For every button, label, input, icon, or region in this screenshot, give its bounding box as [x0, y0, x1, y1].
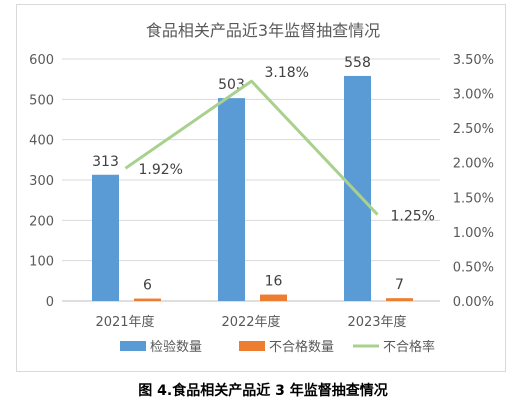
bar: [134, 298, 161, 301]
bar: [218, 98, 245, 301]
y-right-tick-label: 2.00%: [453, 157, 494, 172]
line-data-label: 1.92%: [139, 162, 183, 178]
data-label: 558: [344, 55, 371, 71]
y-right-tick-label: 2.50%: [453, 122, 494, 137]
y-right-tick-label: 3.00%: [453, 88, 494, 103]
y-left-tick-label: 400: [29, 134, 54, 149]
y-right-tick-label: 0.50%: [453, 260, 494, 275]
legend-label: 不合格数量: [269, 339, 334, 355]
bar: [386, 298, 413, 301]
bar: [344, 75, 371, 301]
y-left-tick-label: 300: [29, 174, 54, 189]
x-tick-label: 2022年度: [221, 314, 280, 330]
y-right-tick-label: 1.00%: [453, 226, 494, 241]
x-tick-label: 2021年度: [95, 314, 154, 330]
legend-label: 检验数量: [150, 339, 202, 355]
chart: 食品相关产品近3年监督抽查情况 0 100 200 300 400 500 600 0.00% 0…: [29, 21, 494, 355]
legend-label: 不合格率: [383, 339, 435, 355]
figure-caption: 图 4.食品相关产品近 3 年监督抽查情况: [138, 383, 388, 399]
legend-swatch: [239, 341, 265, 351]
y-left-tick-label: 600: [29, 53, 54, 68]
y-right-tick-label: 3.50%: [453, 53, 494, 68]
x-tick-label: 2023年度: [347, 314, 406, 330]
series-line: [124, 79, 379, 216]
bar: [92, 174, 119, 301]
data-label: 7: [395, 277, 404, 293]
data-label: 6: [143, 278, 152, 294]
y-left-tick-label: 200: [29, 214, 54, 229]
y-left-tick-label: 0: [46, 295, 54, 310]
y-left-tick-label: 500: [29, 93, 54, 108]
y-left-tick-label: 100: [29, 255, 54, 270]
chart-title: 食品相关产品近3年监督抽查情况: [146, 21, 380, 40]
data-label: 313: [92, 154, 119, 170]
y-right-tick-label: 0.00%: [453, 295, 494, 310]
line-data-label: 1.25%: [391, 209, 435, 225]
data-label: 503: [218, 77, 245, 93]
bar: [260, 294, 287, 301]
line-data-label: 3.18%: [265, 65, 309, 81]
y-right-tick-label: 1.50%: [453, 191, 494, 206]
legend-swatch: [120, 341, 146, 351]
data-label: 16: [265, 274, 283, 290]
